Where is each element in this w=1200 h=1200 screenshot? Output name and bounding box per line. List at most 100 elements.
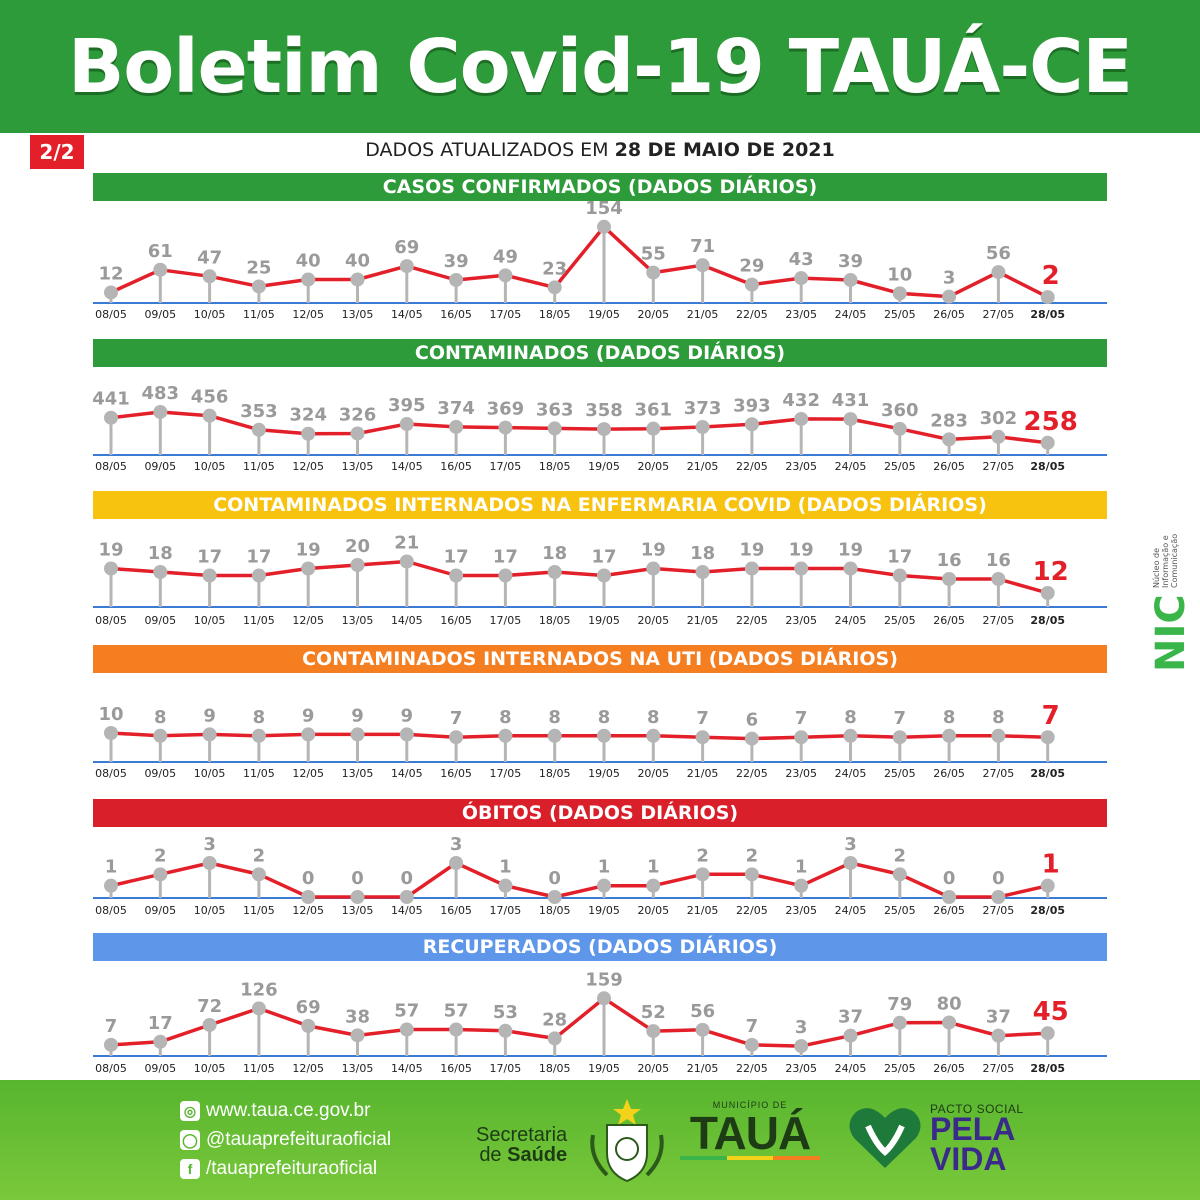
data-label: 61 xyxy=(148,241,173,262)
data-point xyxy=(646,561,661,576)
data-point xyxy=(843,856,858,870)
data-point xyxy=(301,561,316,576)
data-point xyxy=(449,1022,464,1037)
data-point xyxy=(547,280,562,295)
data-point xyxy=(991,429,1006,444)
data-point xyxy=(695,258,710,273)
x-tick-label: 13/05 xyxy=(342,460,374,473)
data-point xyxy=(744,731,759,746)
data-point xyxy=(843,272,858,287)
website-link[interactable]: ◎ www.taua.ce.gov.br xyxy=(180,1100,370,1122)
data-point xyxy=(843,1028,858,1043)
data-label: 363 xyxy=(536,399,574,420)
data-point xyxy=(350,1028,365,1043)
data-label: 40 xyxy=(296,251,321,272)
x-tick-label: 19/05 xyxy=(588,904,620,917)
chart-group: 441 08/05 483 09/05 456 10/05 353 11/05 324 12/05… xyxy=(92,383,1107,473)
x-tick-label: 20/05 xyxy=(637,308,669,321)
x-tick-label: 27/05 xyxy=(983,904,1015,917)
instagram-text: @tauaprefeituraoficial xyxy=(206,1129,392,1150)
data-label: 374 xyxy=(437,398,475,419)
data-point xyxy=(547,890,562,904)
data-label: 2 xyxy=(696,845,709,866)
data-point xyxy=(597,878,611,893)
data-label: 7 xyxy=(894,708,907,729)
data-point xyxy=(449,730,464,745)
x-tick-label: 24/05 xyxy=(835,460,867,473)
data-point xyxy=(646,265,661,280)
data-label: 6 xyxy=(746,710,759,731)
data-label: 17 xyxy=(591,547,616,568)
x-tick-label: 26/05 xyxy=(933,614,965,627)
data-point xyxy=(892,1015,907,1030)
data-label: 38 xyxy=(345,1006,370,1027)
x-tick-label: 22/05 xyxy=(736,614,768,627)
data-label: 72 xyxy=(197,996,222,1017)
x-tick-label: 18/05 xyxy=(539,904,571,917)
x-tick-label: 28/05 xyxy=(1030,904,1065,917)
data-label: 8 xyxy=(844,707,857,728)
x-tick-label: 13/05 xyxy=(342,1062,374,1075)
x-tick-label: 25/05 xyxy=(884,767,916,780)
data-label: 0 xyxy=(548,868,561,889)
data-label: 25 xyxy=(246,257,271,278)
data-point xyxy=(498,568,513,583)
data-point xyxy=(991,890,1006,904)
data-label: 9 xyxy=(302,705,315,726)
x-tick-label: 22/05 xyxy=(736,904,768,917)
x-tick-label: 26/05 xyxy=(933,308,965,321)
data-label: 49 xyxy=(493,246,518,267)
x-tick-label: 12/05 xyxy=(292,904,324,917)
data-label: 7 xyxy=(450,708,463,729)
data-label: 361 xyxy=(635,400,673,421)
x-tick-label: 09/05 xyxy=(144,614,176,627)
x-tick-label: 18/05 xyxy=(539,308,571,321)
x-tick-label: 22/05 xyxy=(736,767,768,780)
x-tick-label: 10/05 xyxy=(194,904,226,917)
secretaria-line1: Secretaria xyxy=(476,1124,568,1146)
facebook-link[interactable]: f /tauaprefeituraoficial xyxy=(180,1158,377,1180)
x-tick-label: 23/05 xyxy=(785,1062,817,1075)
x-tick-label: 17/05 xyxy=(490,904,522,917)
data-label: 79 xyxy=(887,994,912,1015)
x-tick-label: 26/05 xyxy=(933,1062,965,1075)
municipio-big: TAUÁ xyxy=(689,1107,811,1159)
data-label: 7 xyxy=(696,708,709,729)
x-tick-label: 28/05 xyxy=(1030,460,1065,473)
x-tick-label: 23/05 xyxy=(785,308,817,321)
municipio-small: MUNICÍPIO DE xyxy=(712,1100,788,1110)
x-tick-label: 20/05 xyxy=(637,1062,669,1075)
pacto-social-logo: PACTO SOCIAL PELA VIDA xyxy=(848,1100,1028,1180)
data-label: 19 xyxy=(739,540,764,561)
data-point xyxy=(301,272,316,287)
x-tick-label: 14/05 xyxy=(391,1062,423,1075)
data-label: 18 xyxy=(690,543,715,564)
data-label: 395 xyxy=(388,395,426,416)
series-line xyxy=(110,996,1048,1048)
x-tick-label: 13/05 xyxy=(342,767,374,780)
data-label: 40 xyxy=(345,251,370,272)
instagram-link[interactable]: ◯ @tauaprefeituraoficial xyxy=(180,1129,391,1151)
data-point xyxy=(1040,878,1055,893)
data-point xyxy=(449,419,464,434)
x-tick-label: 23/05 xyxy=(785,460,817,473)
covid-line-charts: 1208/056109/054710/052511/054012/054013/… xyxy=(92,198,1107,1075)
chart-group: 7 08/05 17 09/05 72 10/05 126 11/05 69 12/05 38 13/… xyxy=(93,969,1107,1075)
data-point xyxy=(104,285,118,300)
x-tick-label: 21/05 xyxy=(687,460,719,473)
x-tick-label: 11/05 xyxy=(243,1062,275,1075)
data-label: 21 xyxy=(394,533,419,554)
data-point xyxy=(744,867,759,882)
x-tick-label: 25/05 xyxy=(884,1062,916,1075)
data-point xyxy=(744,417,759,432)
chart-title: CONTAMINADOS INTERNADOS NA UTI (DADOS DI… xyxy=(93,645,1107,673)
data-point xyxy=(350,890,365,904)
data-point xyxy=(843,561,858,576)
data-label: 8 xyxy=(598,707,611,728)
data-point xyxy=(991,728,1006,743)
x-tick-label: 23/05 xyxy=(785,767,817,780)
data-point xyxy=(892,421,907,436)
data-label: 57 xyxy=(444,1001,469,1022)
data-point xyxy=(794,730,809,745)
header-banner: Boletim Covid-19 TAUÁ-CE xyxy=(0,0,1200,133)
